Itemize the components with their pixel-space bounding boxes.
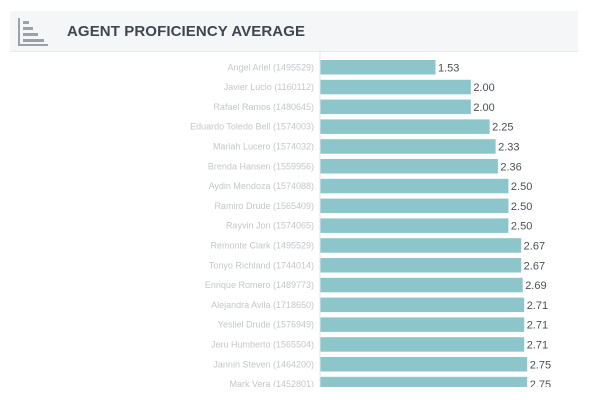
value-label: 2.71 (527, 300, 548, 312)
value-label: 2.33 (498, 141, 519, 153)
value-label: 2.67 (524, 240, 545, 252)
bar[interactable] (320, 376, 528, 387)
value-label: 2.71 (527, 320, 548, 332)
value-label: 1.53 (438, 62, 459, 74)
bar[interactable] (320, 297, 525, 313)
chart-header: AGENT PROFICIENCY AVERAGE (10, 11, 578, 52)
category-label: Eduardo Toledo Bell (1574003) (190, 122, 314, 132)
value-label: 2.36 (500, 161, 521, 173)
category-label: Enrique Romero (1489773) (205, 280, 314, 290)
bar[interactable] (320, 337, 525, 352)
bar[interactable] (320, 218, 509, 233)
category-label: Mark Vera (1452801) (229, 379, 314, 387)
bar[interactable] (320, 60, 436, 75)
category-label: Rayvin Jon (1574065) (226, 221, 314, 231)
value-label: 2.71 (527, 339, 548, 351)
category-label: Javier Lucio (1160112) (224, 82, 314, 92)
bar[interactable] (320, 178, 509, 194)
value-label: 2.50 (511, 201, 532, 213)
category-label: Remonte Clark (1495529) (210, 240, 314, 250)
category-label: Aydin Mendoza (1574088) (209, 181, 314, 191)
bar[interactable] (320, 277, 523, 293)
category-label: Angel Ariel (1495529) (227, 62, 314, 72)
value-label: 2.00 (473, 102, 494, 114)
category-label: Alejandra Avila (1718650) (211, 300, 314, 310)
chart-title: AGENT PROFICIENCY AVERAGE (67, 23, 306, 40)
category-label: Mariah Lucero (1574032) (213, 141, 314, 151)
value-label: 2.50 (511, 221, 532, 233)
value-label: 2.50 (511, 181, 532, 193)
bar[interactable] (320, 198, 509, 214)
category-label: Yesliel Drude (1576949) (218, 320, 314, 330)
bar[interactable] (320, 258, 522, 273)
bar[interactable] (320, 159, 498, 174)
bar[interactable] (320, 99, 471, 115)
bar[interactable] (320, 317, 525, 332)
value-label: 2.69 (525, 280, 546, 292)
bar[interactable] (320, 119, 490, 134)
value-label: 2.75 (530, 379, 551, 387)
bar[interactable] (320, 238, 522, 253)
bar[interactable] (320, 79, 471, 95)
bar[interactable] (320, 357, 528, 372)
value-label: 2.67 (524, 260, 545, 272)
category-label: Brenda Hansen (1559956) (208, 161, 314, 171)
value-label: 2.75 (530, 359, 551, 371)
category-label: Jannin Steven (1464200) (213, 359, 314, 369)
category-label: Jeru Humberto (1565504) (211, 339, 314, 349)
bar-chart-icon (18, 18, 48, 46)
category-label: Ramiro Drude (1565409) (214, 201, 314, 211)
value-label: 2.25 (492, 122, 513, 134)
category-label: Tonyo Richland (1744014) (209, 260, 314, 270)
category-label: Rafael Ramos (1480645) (213, 102, 314, 112)
bar-chart: Angel Ariel (1495529) 1.53 Javier Lucio (1… (190, 51, 551, 387)
bar[interactable] (320, 139, 496, 154)
bar-chart-area: Angel Ariel (1495529) 1.53 Javier Lucio (1… (0, 51, 590, 387)
value-label: 2.00 (473, 82, 494, 94)
